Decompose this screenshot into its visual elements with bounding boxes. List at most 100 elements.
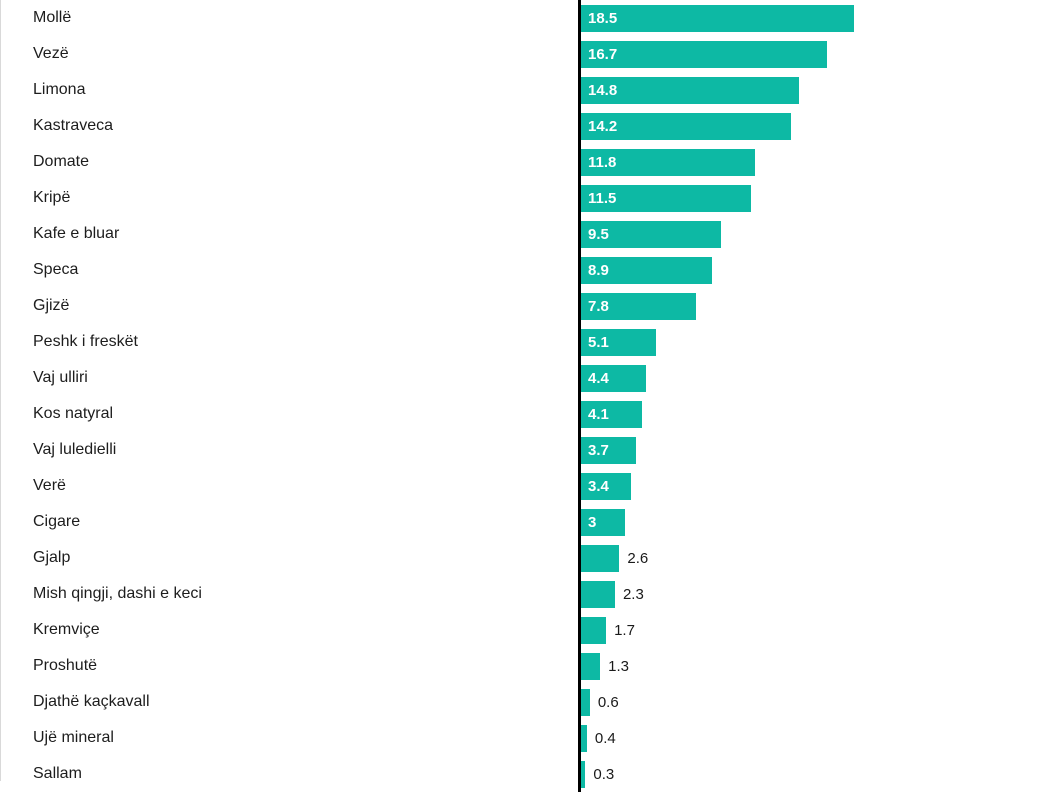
bar-value-inside: 5.1 — [588, 333, 609, 351]
bar-value-outside: 0.6 — [597, 693, 619, 711]
category-label: Gjalp — [33, 549, 71, 566]
bar-value-inside: 7.8 — [588, 297, 609, 315]
bar: 9.5 — [581, 220, 722, 248]
bar-value-outside: 1.3 — [608, 657, 630, 675]
category-label: Vezë — [33, 45, 69, 62]
bar-cell: 14.8 — [578, 72, 1047, 108]
bar-row: Kafe e bluar 9.5 — [1, 216, 1047, 252]
bar-row: Vaj ulliri 4.4 — [1, 360, 1047, 396]
bar: 5.1 — [581, 328, 657, 356]
bar-value-inside: 3.7 — [588, 441, 609, 459]
bar-row: Sallam 0.3 — [1, 756, 1047, 792]
bar-value-outside: 1.7 — [614, 621, 635, 639]
bar — [581, 688, 590, 716]
bar: 14.8 — [581, 76, 800, 104]
category-label: Domate — [33, 153, 90, 170]
bar: 3.7 — [581, 436, 636, 464]
bar: 11.5 — [581, 184, 751, 212]
category-label: Peshk i freskët — [33, 333, 138, 350]
bar-cell: 3.7 — [578, 432, 1047, 468]
category-label: Ujë mineral — [33, 729, 114, 746]
bar-row: Gjizë 7.8 — [1, 288, 1047, 324]
bar-value-inside: 16.7 — [588, 45, 618, 63]
bar-cell: 4.1 — [578, 396, 1047, 432]
bar-cell: 5.1 — [578, 324, 1047, 360]
bar — [581, 652, 601, 680]
category-label: Verë — [33, 477, 66, 494]
bar-cell: 1.3 — [578, 648, 1047, 684]
bar: 3.4 — [581, 472, 632, 500]
bar-row: Kastraveca 14.2 — [1, 108, 1047, 144]
bar-value-inside: 3 — [588, 513, 597, 531]
bar-value-inside: 14.2 — [588, 117, 618, 135]
bar — [581, 724, 587, 752]
bar-cell: 0.3 — [578, 756, 1047, 792]
bar — [581, 616, 607, 644]
bar-row: Domate 11.8 — [1, 144, 1047, 180]
bar-cell: 0.4 — [578, 720, 1047, 756]
category-label: Kafe e bluar — [33, 225, 120, 242]
bar-row: Vezë 16.7 — [1, 36, 1047, 72]
bar: 14.2 — [581, 112, 791, 140]
category-label: Proshutë — [33, 657, 98, 674]
bar-value-outside: 2.3 — [622, 585, 644, 603]
category-label: Kastraveca — [33, 117, 114, 134]
bar-value-inside: 4.4 — [588, 369, 609, 387]
category-label: Gjizë — [33, 297, 70, 314]
bar-row: Mollë 18.5 — [1, 0, 1047, 36]
bar-cell: 9.5 — [578, 216, 1047, 252]
category-label: Cigare — [33, 513, 81, 530]
bar-value-outside: 2.6 — [627, 549, 649, 567]
category-label: Kremviçe — [33, 621, 100, 638]
bar — [581, 580, 615, 608]
bar: 16.7 — [581, 40, 828, 68]
bar-row: Proshutë 1.3 — [1, 648, 1047, 684]
bar-cell: 3.4 — [578, 468, 1047, 504]
bar-cell: 11.5 — [578, 180, 1047, 216]
bar — [581, 544, 620, 572]
bar: 4.4 — [581, 364, 646, 392]
bar-cell: 7.8 — [578, 288, 1047, 324]
bar-row: Ujë mineral 0.4 — [1, 720, 1047, 756]
bar-row: Kremviçe 1.7 — [1, 612, 1047, 648]
bar-cell: 14.2 — [578, 108, 1047, 144]
category-label: Mollë — [33, 9, 72, 26]
bar-value-inside: 4.1 — [588, 405, 609, 423]
bar-cell: 4.4 — [578, 360, 1047, 396]
category-label: Limona — [33, 81, 86, 98]
category-label: Kos natyral — [33, 405, 114, 422]
bar-cell: 16.7 — [578, 36, 1047, 72]
bar-row: Djathë kaçkavall 0.6 — [1, 684, 1047, 720]
bar-row: Kos natyral 4.1 — [1, 396, 1047, 432]
bar-value-outside: 0.3 — [593, 765, 615, 783]
category-label: Kripë — [33, 189, 71, 206]
bar-cell: 2.3 — [578, 576, 1047, 612]
bar-cell: 11.8 — [578, 144, 1047, 180]
category-label: Djathë kaçkavall — [33, 693, 150, 710]
category-label: Vaj luledielli — [33, 441, 117, 458]
bar-value-inside: 14.8 — [588, 81, 618, 99]
bar-row: Vaj luledielli 3.7 — [1, 432, 1047, 468]
bar-row: Mish qingji, dashi e keci 2.3 — [1, 576, 1047, 612]
bar-value-outside: 0.4 — [594, 729, 616, 747]
bar: 7.8 — [581, 292, 697, 320]
bar-value-inside: 18.5 — [588, 9, 618, 27]
bar-cell: 3 — [578, 504, 1047, 540]
bar-row: Limona 14.8 — [1, 72, 1047, 108]
bar-value-inside: 9.5 — [588, 225, 609, 243]
category-label: Sallam — [33, 765, 82, 782]
bar: 4.1 — [581, 400, 642, 428]
bar-cell: 18.5 — [578, 0, 1047, 36]
bar — [581, 760, 586, 788]
bar-cell: 8.9 — [578, 252, 1047, 288]
bar-cell: 2.6 — [578, 540, 1047, 576]
bar-value-inside: 11.8 — [588, 153, 617, 171]
bar-cell: 1.7 — [578, 612, 1047, 648]
bar: 3 — [581, 508, 626, 536]
bar-row: Kripë 11.5 — [1, 180, 1047, 216]
bar-row: Peshk i freskët 5.1 — [1, 324, 1047, 360]
category-label: Vaj ulliri — [33, 369, 88, 386]
bar: 8.9 — [581, 256, 713, 284]
